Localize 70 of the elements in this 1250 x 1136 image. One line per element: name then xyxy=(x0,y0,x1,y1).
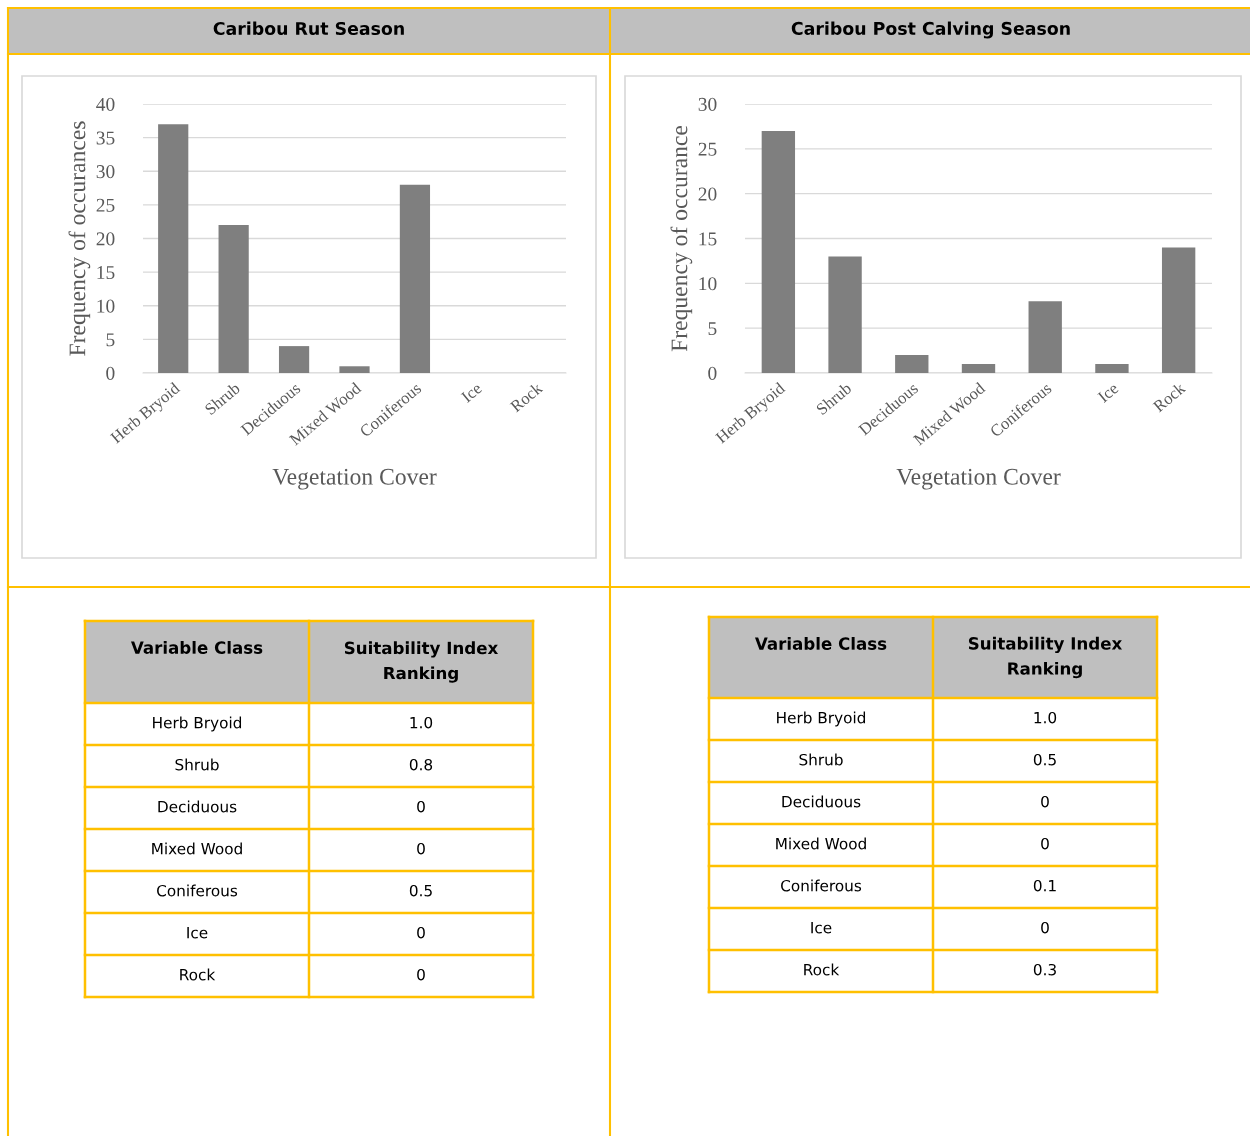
bar xyxy=(828,256,862,373)
y-tick-label: 10 xyxy=(97,299,115,313)
y-tick-label: 10 xyxy=(699,277,717,291)
data-label: 0 xyxy=(1041,795,1049,808)
category-label: Ice xyxy=(811,922,832,934)
bar xyxy=(158,124,189,373)
y-tick-label: 0 xyxy=(106,366,115,380)
category-label: Coniferous xyxy=(157,884,238,897)
x-tick-label: Ice xyxy=(460,382,483,404)
category-label: Deciduous xyxy=(782,795,861,808)
bar xyxy=(218,225,249,373)
data-label: 0 xyxy=(417,926,425,939)
data-label: 0 xyxy=(417,800,425,813)
category-label: Mixed Wood xyxy=(776,837,866,850)
category-label: Shrub xyxy=(175,758,219,771)
y-tick-label: 25 xyxy=(96,198,115,212)
category-label: Ice xyxy=(187,927,208,939)
x-tick-label: Rock xyxy=(509,381,544,413)
text: Suitability Index Ranking xyxy=(344,641,499,683)
data-label: 0.8 xyxy=(409,758,433,771)
category-label: Coniferous xyxy=(781,879,862,892)
data-label: 0 xyxy=(417,968,425,981)
y-tick-label: 20 xyxy=(698,187,717,201)
bar xyxy=(961,364,996,373)
data-label: 0.3 xyxy=(1033,963,1056,976)
y-tick-label: 5 xyxy=(708,322,717,336)
data-label: 0 xyxy=(1041,837,1049,850)
chart-title: Caribou Post Calving Season xyxy=(791,21,1070,39)
text: Suitability Index Ranking xyxy=(968,636,1123,679)
data-label: 1.0 xyxy=(1034,711,1057,724)
bar xyxy=(1161,247,1196,373)
chart-title: Caribou Rut Season xyxy=(213,21,404,36)
text: Variable Class xyxy=(130,641,263,654)
text: Variable Class xyxy=(754,637,887,650)
y-tick-label: 30 xyxy=(96,165,115,179)
bar xyxy=(761,130,796,373)
category-label: Herb Bryoid xyxy=(153,716,242,732)
x-axis-title: Vegetation Cover xyxy=(272,468,437,490)
y-tick-label: 5 xyxy=(106,333,115,347)
bar xyxy=(1028,301,1062,373)
x-axis-title: Vegetation Cover xyxy=(896,468,1061,490)
category-label: Rock xyxy=(180,968,216,981)
bar xyxy=(339,366,370,373)
category-label: Deciduous xyxy=(158,800,237,813)
y-tick-label: 0 xyxy=(708,366,717,380)
bar xyxy=(399,184,431,373)
y-tick-label: 20 xyxy=(96,232,115,246)
category-label: Herb Bryoid xyxy=(777,711,866,727)
y-axis-title: Frequency of occurances xyxy=(68,121,91,356)
data-label: 0.5 xyxy=(409,884,432,897)
data-label: 0.1 xyxy=(1033,879,1056,892)
bar xyxy=(1095,364,1129,373)
x-tick-label: Ice xyxy=(1097,382,1120,404)
bar xyxy=(278,346,310,373)
category-label: Rock xyxy=(804,963,840,976)
category-label: Shrub xyxy=(799,753,843,766)
category-label: Mixed Wood xyxy=(152,842,242,855)
data-label: 0.5 xyxy=(1033,753,1056,766)
y-tick-label: 40 xyxy=(96,97,115,111)
data-label: 0 xyxy=(1041,921,1049,934)
x-tick-label: Rock xyxy=(1152,381,1187,413)
y-tick-label: 25 xyxy=(698,142,717,156)
bar xyxy=(895,355,929,373)
y-tick-label: 15 xyxy=(97,266,115,280)
y-tick-label: 15 xyxy=(699,232,717,246)
data-label: 0 xyxy=(417,842,425,855)
y-axis-title: Frequency of occurance xyxy=(670,125,693,352)
data-label: 1.0 xyxy=(410,716,433,729)
y-tick-label: 30 xyxy=(698,97,717,111)
y-tick-label: 35 xyxy=(96,131,115,145)
